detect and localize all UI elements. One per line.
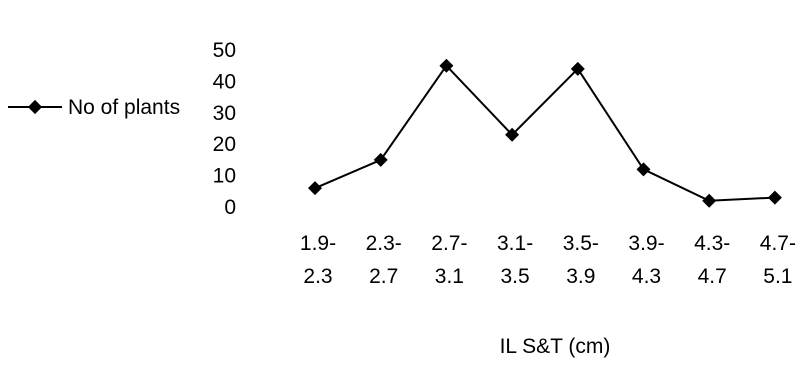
y-tick-label: 50 [213,39,236,62]
x-tick-label: 1.9- [300,232,336,255]
series-line-no-of-plants [314,64,775,202]
data-point-marker [570,61,585,76]
x-tick-label: 3.1- [497,232,533,255]
x-tick-label: 3.5 [500,265,529,288]
x-tick-label: 3.1 [435,265,464,288]
data-point-marker [505,127,520,142]
x-tick-label: 2.3 [303,265,332,288]
data-point-marker [636,162,651,177]
y-tick-label: 0 [224,196,236,219]
y-tick-label: 20 [213,133,236,156]
data-point-marker [439,58,454,73]
x-axis-tick-labels: 1.9- 2.3 2.3- 2.7 2.7- 3.1 3.1- 3.5 3.5- 3.9 3.9- 4… [300,232,796,288]
x-tick-label: 3.9 [566,265,595,288]
series-markers [308,58,782,208]
y-tick-label: 10 [213,165,236,188]
x-tick-label: 3.9- [628,232,664,255]
data-point-marker [702,193,717,208]
data-point-marker [373,152,388,167]
x-axis-label: IL S&T (cm) [500,335,611,358]
x-tick-label: 2.7- [431,232,467,255]
legend: No of plants [8,96,180,119]
data-point-marker [308,181,322,196]
x-tick-label: 2.3- [366,232,402,255]
y-tick-label: 40 [213,70,236,93]
x-tick-label: 4.7 [698,265,727,288]
x-tick-label: 5.1 [763,265,792,288]
x-tick-label: 4.7- [760,232,796,255]
legend-label: No of plants [68,96,180,119]
legend-marker-icon [27,99,43,115]
x-tick-label: 3.5- [563,232,599,255]
x-tick-label: 4.3 [632,265,661,288]
y-tick-label: 30 [213,102,236,125]
x-tick-label: 4.3- [694,232,730,255]
y-axis-tick-labels: 0 10 20 30 40 50 [213,39,236,219]
data-point-marker [767,190,782,205]
x-tick-label: 2.7 [369,265,398,288]
